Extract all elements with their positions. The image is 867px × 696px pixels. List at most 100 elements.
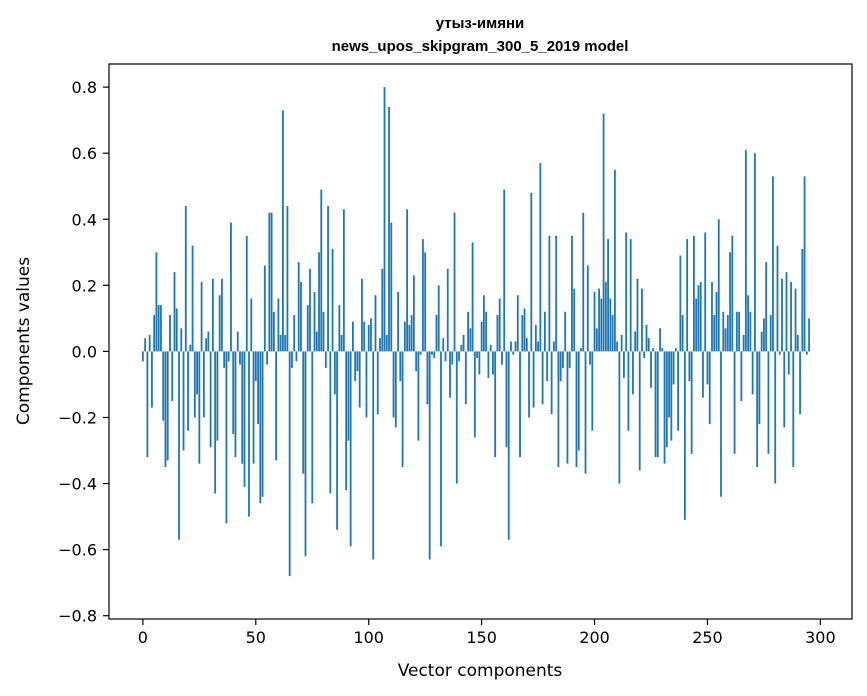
bar-180: [548, 235, 551, 352]
bar-80: [322, 311, 325, 352]
bar-146: [471, 242, 474, 352]
bar-147: [473, 351, 476, 438]
y-tick-label: 0.4: [72, 210, 97, 229]
bar-165: [514, 341, 517, 352]
bar-72: [304, 351, 307, 557]
bar-1: [144, 338, 147, 352]
bar-182: [552, 341, 555, 352]
y-tick-label: −0.2: [58, 408, 97, 427]
bar-140: [458, 351, 460, 362]
bar-234: [670, 351, 673, 441]
bar-245: [695, 298, 698, 352]
bar-265: [740, 351, 743, 401]
bar-0: [141, 351, 144, 362]
bar-162: [507, 351, 510, 540]
bar-166: [516, 295, 519, 352]
bar-276: [765, 262, 768, 352]
bar-5: [153, 315, 156, 352]
bar-252: [711, 282, 713, 352]
bar-181: [550, 351, 553, 415]
bar-280: [774, 351, 777, 484]
bar-143: [464, 351, 467, 405]
x-tick-label: 50: [246, 628, 266, 647]
bar-68: [295, 351, 298, 362]
bar-210: [616, 341, 619, 352]
bar-267: [744, 149, 747, 352]
y-axis-ticks: −0.8 −0.6 −0.4 −0.2 0.0 0.2 0.4 0.6 0.8: [58, 78, 109, 626]
bar-127: [428, 351, 431, 560]
bar-99: [365, 351, 368, 418]
bar-215: [627, 351, 630, 431]
bar-287: [790, 282, 792, 352]
bar-33: [216, 351, 219, 441]
bar-264: [738, 311, 740, 352]
bar-216: [629, 239, 632, 352]
bar-278: [769, 315, 772, 352]
bar-10: [164, 351, 167, 468]
bar-103: [374, 295, 377, 352]
bar-113: [397, 291, 399, 352]
bar-197: [586, 265, 589, 352]
bar-155: [492, 351, 494, 375]
bar-90: [345, 351, 348, 491]
bar-184: [557, 351, 560, 468]
bar-12: [169, 315, 171, 352]
bar-112: [394, 351, 397, 428]
bar-74: [309, 268, 311, 352]
bar-293: [803, 176, 806, 352]
bar-117: [406, 209, 409, 352]
bar-108: [385, 334, 388, 352]
bar-291: [799, 351, 801, 415]
bar-246: [697, 285, 700, 352]
bar-50: [254, 351, 257, 382]
bar-186: [562, 351, 564, 368]
bar-65: [288, 351, 291, 577]
bar-277: [767, 351, 770, 454]
bar-228: [656, 351, 659, 458]
bar-134: [444, 351, 447, 362]
bar-251: [708, 351, 711, 425]
bar-241: [686, 239, 689, 352]
bar-195: [582, 212, 585, 352]
bar-218: [634, 331, 637, 352]
bar-148: [476, 351, 479, 359]
y-tick-label: −0.4: [58, 475, 97, 494]
bar-260: [729, 252, 731, 352]
bar-2: [146, 351, 149, 458]
bar-7: [157, 305, 160, 352]
bar-255: [717, 219, 720, 352]
y-tick-label: −0.8: [58, 607, 97, 626]
bar-15: [175, 308, 178, 352]
bar-120: [412, 275, 415, 352]
bar-225: [650, 351, 652, 388]
bar-16: [178, 351, 180, 540]
bar-237: [677, 351, 680, 431]
bar-93: [352, 321, 354, 352]
bar-240: [683, 351, 686, 520]
bar-83: [329, 351, 332, 494]
bar-46: [245, 235, 248, 352]
bar-34: [218, 295, 221, 352]
bar-96: [358, 351, 361, 408]
bar-244: [693, 235, 695, 352]
bar-151: [482, 295, 485, 352]
bar-273: [758, 351, 761, 425]
bar-123: [419, 351, 422, 355]
bar-70: [300, 282, 302, 352]
bar-30: [209, 351, 212, 448]
bar-20: [187, 351, 189, 431]
x-tick-label: 0: [138, 628, 148, 647]
bar-177: [541, 351, 544, 405]
bar-270: [751, 351, 754, 395]
bar-224: [647, 338, 650, 352]
bar-116: [403, 321, 406, 352]
bar-167: [519, 351, 521, 458]
bar-294: [805, 351, 808, 355]
bar-86: [336, 351, 338, 530]
bar-205: [604, 282, 607, 352]
bar-105: [379, 338, 381, 352]
bar-124: [422, 239, 424, 352]
bar-36: [223, 351, 226, 368]
bar-288: [792, 351, 795, 468]
bar-279: [772, 176, 774, 352]
